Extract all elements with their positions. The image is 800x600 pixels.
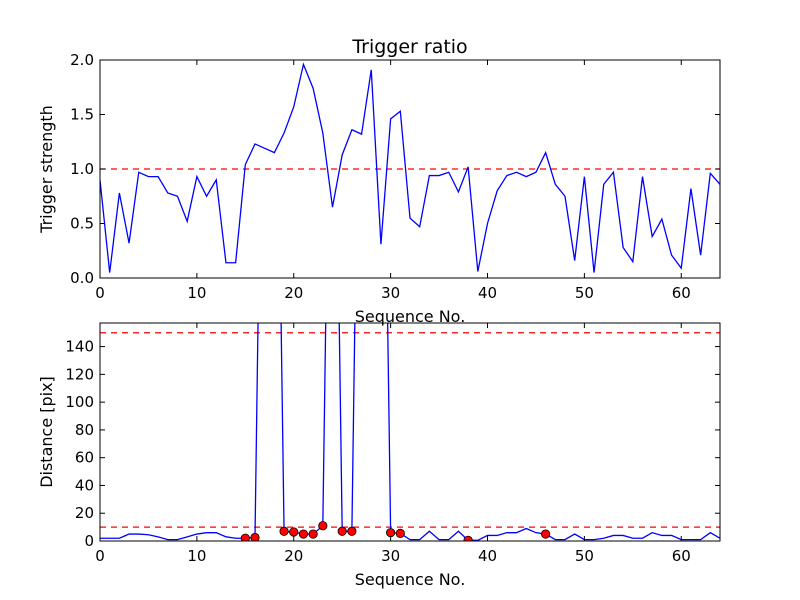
x-tick-label: 40: [478, 547, 497, 565]
y-tick-label: 80: [75, 421, 94, 439]
y-tick-label: 120: [65, 365, 94, 383]
data-point-marker: [386, 528, 396, 538]
y-tick-label: 60: [75, 449, 94, 467]
data-point-marker: [395, 528, 405, 538]
x-tick-label: 0: [95, 284, 105, 302]
x-tick-label: 10: [187, 284, 206, 302]
y-tick-label: 140: [65, 338, 94, 356]
x-tick-label: 40: [478, 284, 497, 302]
y-axis-label: Distance [pix]: [37, 376, 56, 488]
x-tick-label: 30: [381, 547, 400, 565]
y-tick-label: 0: [84, 532, 94, 550]
data-point-marker: [347, 526, 357, 536]
x-axis-label: Sequence No.: [355, 570, 466, 589]
plot-area: [100, 62, 720, 273]
data-point-marker: [279, 526, 289, 536]
y-tick-label: 20: [75, 504, 94, 522]
data-point-marker: [541, 529, 551, 539]
plot-area: [100, 323, 720, 541]
x-tick-label: 50: [575, 547, 594, 565]
y-tick-label: 0.0: [70, 269, 94, 287]
y-tick-label: 40: [75, 476, 94, 494]
data-series-line: [100, 323, 720, 541]
data-point-marker: [250, 532, 260, 541]
x-tick-label: 20: [284, 547, 303, 565]
y-tick-label: 100: [65, 393, 94, 411]
data-point-marker: [298, 529, 309, 539]
x-tick-label: 0: [95, 547, 105, 565]
x-tick-label: 10: [187, 547, 206, 565]
axes-frame: [99, 322, 721, 542]
x-tick-label: 50: [575, 284, 594, 302]
y-tick-label: 2.0: [70, 51, 94, 69]
data-point-marker: [318, 521, 328, 531]
y-tick-label: 1.0: [70, 160, 94, 178]
trigger-strength-panel: 0 10 20 30 40 50 60 0.0 0.5 1.0 1.5 2.0 Sequence No.…: [37, 51, 721, 326]
y-axis-label: Trigger strength: [37, 105, 56, 234]
data-point-marker: [337, 526, 347, 536]
distance-panel: 0 10 20 30 40 50 60 0 20 40 60 80 100 120 140 Sequence …: [37, 322, 721, 589]
y-tick-label: 1.5: [70, 106, 94, 124]
chart-title: Trigger ratio: [351, 36, 467, 58]
data-point-marker: [289, 527, 299, 537]
data-series-line: [100, 62, 720, 273]
x-tick-label: 60: [672, 547, 691, 565]
x-tick-label: 30: [381, 284, 400, 302]
x-tick-label: 20: [284, 284, 303, 302]
data-point-marker: [463, 535, 473, 541]
data-point-marker: [308, 529, 318, 539]
x-tick-label: 60: [672, 284, 691, 302]
data-point-marker: [240, 533, 250, 541]
x-axis-label: Sequence No.: [355, 307, 466, 326]
y-tick-label: 0.5: [70, 215, 94, 233]
